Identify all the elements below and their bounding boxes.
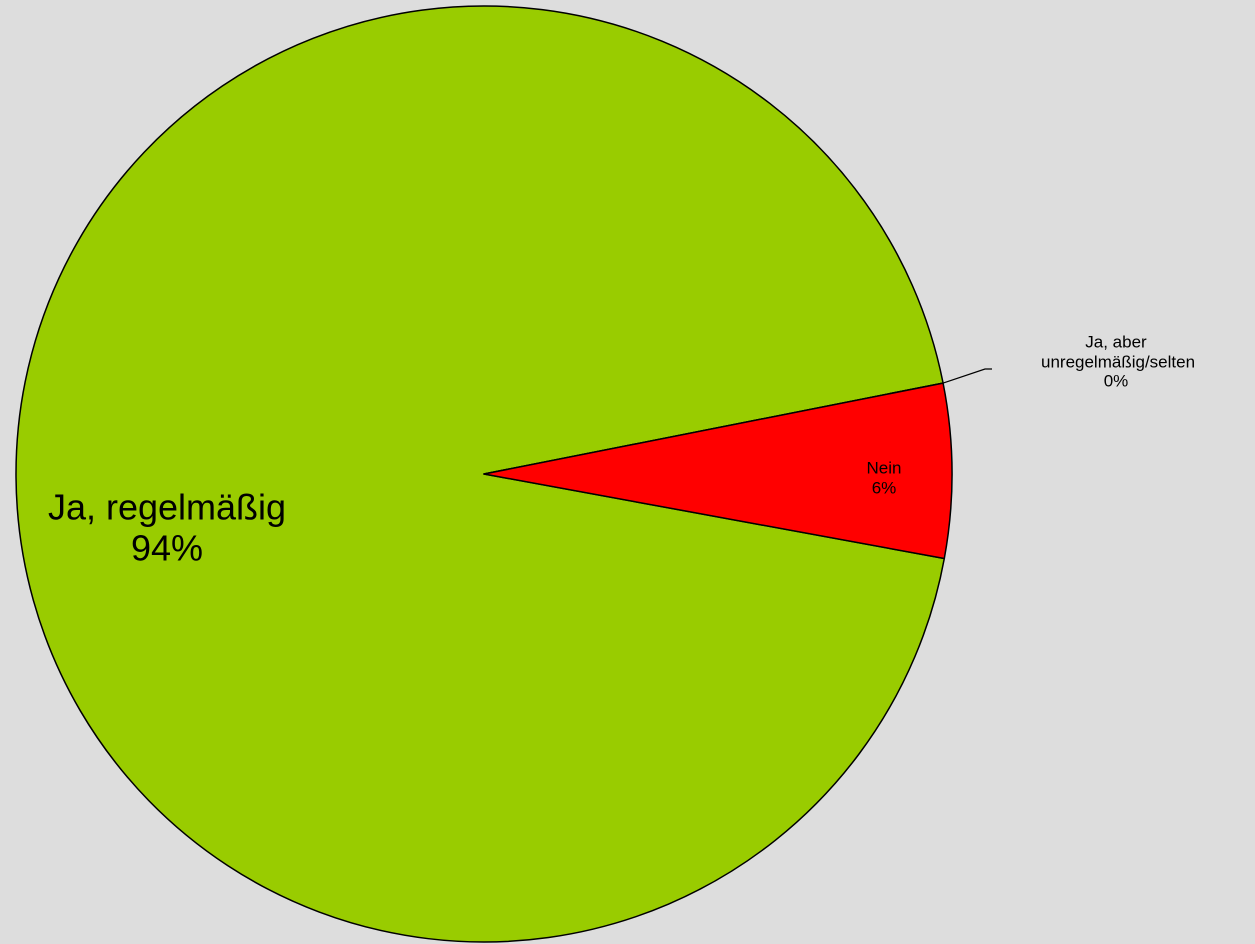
slice-label: Nein 6% (867, 458, 902, 497)
slice-name: Ja, regelmäßig (47, 486, 287, 528)
slice-value: 94% (130, 528, 204, 569)
pie-slice (483, 382, 953, 560)
pie-slice (15, 5, 946, 943)
slice-name: Nein (866, 458, 902, 478)
slice-value: 6% (871, 478, 897, 497)
slice-value: 0% (1103, 371, 1129, 391)
slice-label: Ja, regelmäßig 94% (48, 487, 286, 570)
leader-line (942, 368, 992, 384)
slice-name: Ja, aber unregelmäßig/selten (1041, 332, 1196, 372)
slice-label: Ja, aber unregelmäßig/selten 0% (1041, 332, 1196, 392)
